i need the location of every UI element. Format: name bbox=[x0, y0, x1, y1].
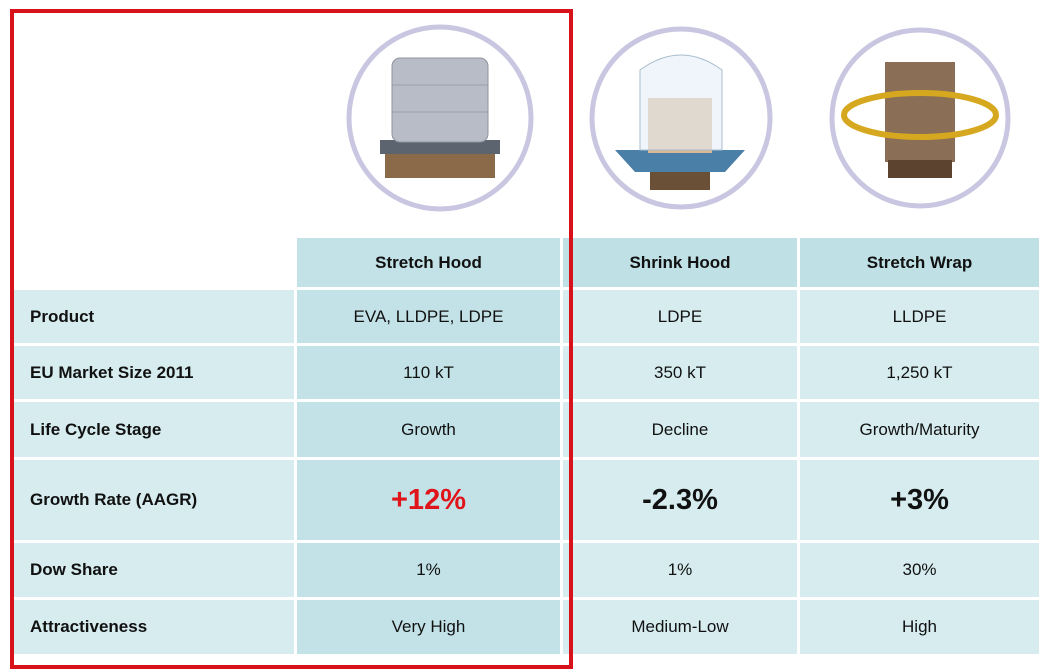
table-cell: 1,250 kT bbox=[800, 346, 1042, 402]
table-cell: Growth/Maturity bbox=[800, 402, 1042, 460]
table-cell: Decline bbox=[563, 402, 800, 460]
table-cell: LDPE bbox=[563, 290, 800, 346]
table-cell: -2.3% bbox=[563, 460, 800, 543]
table-cell: +3% bbox=[800, 460, 1042, 543]
table-cell: 1% bbox=[563, 543, 800, 600]
shrink-hood-image bbox=[592, 29, 770, 207]
table-cell: 30% bbox=[800, 543, 1042, 600]
page: Stretch HoodShrink HoodStretch WrapProdu… bbox=[0, 0, 1042, 657]
table-cell: High bbox=[800, 600, 1042, 657]
stretch-wrap-image bbox=[832, 30, 1008, 206]
table-cell: 350 kT bbox=[563, 346, 800, 402]
table-cell: LLDPE bbox=[800, 290, 1042, 346]
column-header: Shrink Hood bbox=[563, 238, 800, 290]
table-cell: Medium-Low bbox=[563, 600, 800, 657]
highlight-frame bbox=[10, 9, 573, 669]
column-header: Stretch Wrap bbox=[800, 238, 1042, 290]
